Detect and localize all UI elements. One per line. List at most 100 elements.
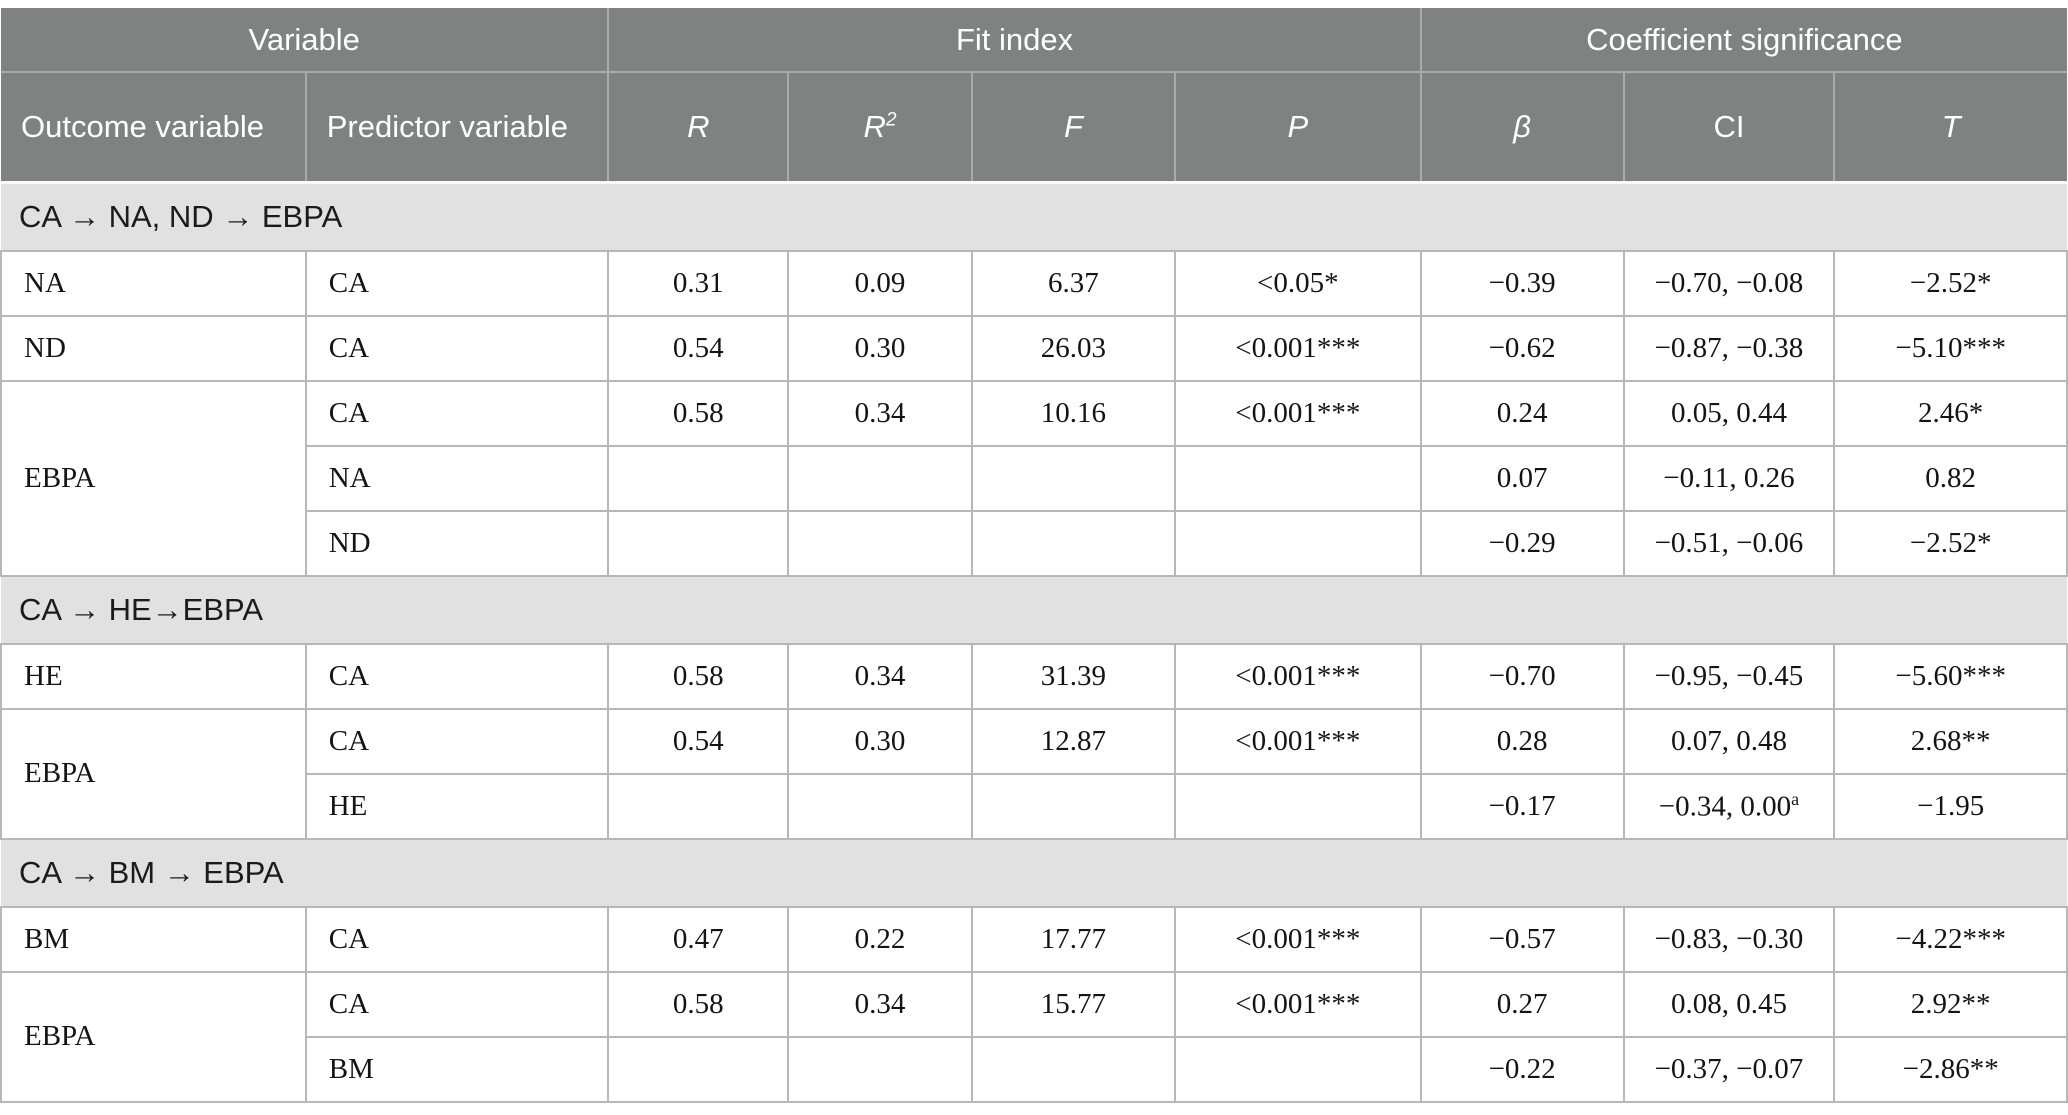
table-row: EBPA CA 0.58 0.34 10.16 <0.001*** 0.24 0… [0, 379, 2068, 577]
table-row: NA CA 0.31 0.09 6.37 <0.05* −0.39 −0.70,… [0, 249, 2068, 317]
table-row: EBPA CA 0.58 0.34 15.77 <0.001*** 0.27 0… [0, 970, 2068, 1103]
column-header-predictor-variable: Predictor variable [304, 71, 610, 183]
cell-r2: 0.30 [787, 314, 973, 382]
cell-f: 12.87 [970, 707, 1176, 775]
footnote-text: < 0.001. 0.00 [306, 1114, 456, 1115]
cell-ci: −0.95, −0.45 [1622, 642, 1836, 710]
cell-p: <0.001*** [1173, 707, 1422, 775]
cell-ci: −0.34, 0.00a [1622, 772, 1836, 840]
cell-predictor: CA [304, 970, 610, 1038]
cell-p [1173, 509, 1422, 577]
cell-beta: −0.39 [1419, 249, 1625, 317]
cell-t: −2.52* [1833, 249, 2068, 317]
cell-r2: 0.09 [787, 249, 973, 317]
cell-predictor: CA [304, 642, 610, 710]
cell-r: 0.58 [607, 642, 790, 710]
cell-f [970, 1035, 1176, 1103]
group-header-coefficient-significance: Coefficient significance [1419, 8, 2067, 73]
footnote-superscript-a: a [457, 1113, 464, 1115]
ci-value: −0.34, 0.00 [1658, 790, 1792, 823]
column-header-p: P [1173, 71, 1422, 183]
cell-t: 0.82 [1833, 444, 2068, 512]
cell-ci: 0.08, 0.45 [1622, 970, 1836, 1038]
column-header-ci: CI [1622, 71, 1836, 183]
cell-t: 2.92** [1833, 970, 2068, 1038]
cell-r [607, 509, 790, 577]
cell-t: −5.60*** [1833, 642, 2068, 710]
footnote-p-italic: p [20, 1114, 34, 1115]
cell-beta: −0.57 [1419, 905, 1625, 973]
cell-r2: 0.30 [787, 707, 973, 775]
cell-f: 26.03 [970, 314, 1176, 382]
footnote: *p < 0.05, **p < 0.01, ***p < 0.001. 0.0… [0, 1103, 2068, 1115]
section-title: CA → BM → EBPA [1, 837, 2067, 908]
section-title: CA → NA, ND → EBPA [1, 180, 2067, 252]
cell-beta: −0.29 [1419, 509, 1625, 577]
cell-predictor: ND [304, 509, 610, 577]
cell-t: 2.68** [1833, 707, 2068, 775]
cell-t: 2.46* [1833, 379, 2068, 447]
cell-beta: −0.22 [1419, 1035, 1625, 1103]
cell-beta: −0.70 [1419, 642, 1625, 710]
cell-p: <0.001*** [1173, 905, 1422, 973]
cell-outcome: ND [0, 314, 307, 382]
ci-superscript-a: a [1791, 788, 1800, 809]
cell-beta: −0.62 [1419, 314, 1625, 382]
cell-ci: −0.83, −0.30 [1622, 905, 1836, 973]
table-row: BM CA 0.47 0.22 17.77 <0.001*** −0.57 −0… [0, 905, 2068, 973]
cell-predictor: NA [304, 444, 610, 512]
column-header-r: R [607, 71, 790, 183]
cell-ci: 0.07, 0.48 [1622, 707, 1836, 775]
column-header-r-squared: R2 [787, 71, 973, 183]
table-row: NA 0.07 −0.11, 0.26 0.82 [1, 444, 2068, 512]
cell-predictor: CA [304, 249, 610, 317]
cell-ci: −0.11, 0.26 [1622, 444, 1836, 512]
section-band: CA → NA, ND → EBPA [1, 180, 2067, 252]
cell-f: 10.16 [970, 379, 1176, 447]
cell-f: 15.77 [970, 970, 1176, 1038]
footnote-text: > 0.00. [464, 1114, 547, 1115]
cell-r: 0.47 [607, 905, 790, 973]
cell-ci: −0.51, −0.06 [1622, 509, 1836, 577]
cell-r2: 0.34 [787, 970, 973, 1038]
cell-beta: 0.28 [1419, 707, 1625, 775]
cell-outcome-spanned: EBPA [0, 379, 307, 577]
cell-outcome-spanned: EBPA [0, 707, 307, 840]
cell-beta: 0.07 [1419, 444, 1625, 512]
cell-predictor: CA [304, 905, 610, 973]
table-row: HE −0.17 −0.34, 0.00a −1.95 [1, 772, 2068, 840]
footnote-text: < 0.05, ** [33, 1114, 150, 1115]
footnote-text: * [6, 1114, 20, 1115]
r-squared-exponent: 2 [885, 109, 897, 131]
column-header-t: T [1833, 71, 2067, 183]
cell-t: −1.95 [1833, 772, 2068, 840]
cell-r [607, 1035, 790, 1103]
cell-predictor: CA [304, 314, 610, 382]
column-header-f: F [970, 71, 1176, 183]
cell-r: 0.54 [607, 707, 790, 775]
cell-p: <0.001*** [1173, 379, 1422, 447]
column-header-beta: β [1419, 71, 1625, 183]
cell-t: −2.52* [1833, 509, 2068, 577]
cell-ci: −0.37, −0.07 [1622, 1035, 1836, 1103]
column-header-outcome-variable: Outcome variable [1, 71, 307, 183]
cell-f: 6.37 [970, 249, 1176, 317]
table-header: Variable Fit index Coefficient significa… [1, 8, 2067, 183]
table-row: BM −0.22 −0.37, −0.07 −2.86** [1, 1035, 2068, 1103]
cell-t: −5.10*** [1833, 314, 2068, 382]
group-header-fit-index: Fit index [607, 8, 1422, 73]
cell-r2 [787, 444, 973, 512]
footnote-p-italic: p [293, 1114, 307, 1115]
cell-beta: −0.17 [1419, 772, 1625, 840]
cell-p [1173, 772, 1422, 840]
cell-f [970, 444, 1176, 512]
cell-p: <0.001*** [1173, 970, 1422, 1038]
cell-t: −2.86** [1833, 1035, 2068, 1103]
cell-f: 17.77 [970, 905, 1176, 973]
cell-outcome: HE [0, 642, 307, 710]
cell-predictor: CA [304, 379, 610, 447]
cell-p: <0.001*** [1173, 642, 1422, 710]
cell-r: 0.58 [607, 970, 790, 1038]
cell-r2: 0.22 [787, 905, 973, 973]
cell-r: 0.54 [607, 314, 790, 382]
